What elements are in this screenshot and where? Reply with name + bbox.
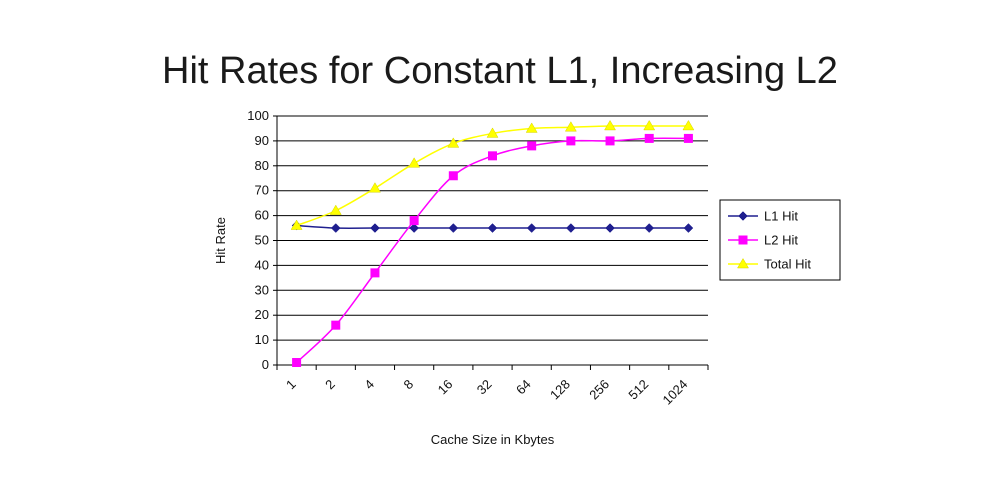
y-tick-label: 90 [255, 133, 269, 148]
x-tick-label: 4 [361, 377, 377, 393]
data-point-l1-hit [526, 223, 537, 233]
y-tick-label: 100 [247, 108, 269, 123]
data-point-l2-hit [331, 320, 341, 330]
legend-marker [738, 211, 748, 221]
data-point-l1-hit [370, 223, 380, 233]
data-point-total-hit [682, 119, 695, 131]
y-tick-label: 20 [255, 307, 269, 322]
data-point-l2-hit [488, 151, 497, 161]
x-tick-label: 8 [401, 377, 417, 393]
data-point-l1-hit [605, 223, 615, 233]
x-tick-label: 32 [474, 377, 495, 398]
data-point-l2-hit [605, 136, 615, 146]
axis-labels: Cache Size in Kbytes Hit Rate [213, 217, 555, 447]
data-point-total-hit [447, 137, 460, 148]
x-tick-label: 1 [283, 377, 299, 393]
x-tick-label: 256 [586, 377, 612, 403]
data-point-total-hit [329, 204, 342, 215]
data-point-l2-hit [566, 136, 576, 146]
axes: 0 10 20 30 40 50 60 70 80 90 100 1 2 4 8 16 32 64 128 256 51… [247, 108, 709, 408]
y-tick-label: 30 [255, 282, 269, 297]
x-tick-label: 512 [625, 377, 651, 403]
legend: L1 Hit L2 Hit Total Hit [719, 199, 841, 281]
y-tick-label: 80 [255, 158, 269, 173]
data-point-total-hit [604, 119, 616, 131]
y-axis-label: Hit Rate [213, 217, 228, 264]
data-point-l2-hit [370, 268, 380, 278]
data-point-l2-hit [448, 171, 458, 181]
data-point-l1-hit [566, 223, 576, 233]
data-point-l1-hit [683, 223, 694, 233]
y-tick-label: 70 [255, 183, 269, 198]
data-point-l2-hit [683, 133, 693, 143]
data-point-l1-hit [487, 223, 498, 233]
data-point-total-hit [564, 121, 577, 132]
y-tick-label: 60 [255, 208, 269, 223]
series-total-hit [290, 119, 695, 230]
legend-marker [737, 258, 749, 269]
data-point-l1-hit [644, 223, 655, 233]
series-layer [290, 119, 695, 368]
x-tick-label: 16 [435, 377, 456, 398]
series-l1-hit [291, 220, 694, 233]
y-tick-label: 50 [255, 233, 269, 248]
y-tick-label: 40 [255, 257, 269, 272]
legend-marker [738, 235, 748, 245]
data-point-total-hit [408, 157, 421, 168]
x-axis-label: Cache Size in Kbytes [431, 432, 555, 447]
legend-label: L1 Hit [764, 209, 798, 224]
series-line-l2-hit [296, 137, 689, 364]
data-point-total-hit [290, 219, 303, 230]
data-point-l1-hit [409, 223, 419, 233]
data-point-total-hit [486, 127, 499, 138]
data-point-l1-hit [448, 223, 459, 233]
data-point-l2-hit [527, 141, 537, 151]
chart-title: Hit Rates for Constant L1, Increasing L2 [162, 50, 838, 92]
y-tick-label: 10 [255, 332, 269, 347]
x-tick-label: 1024 [659, 377, 690, 408]
x-tick-label: 64 [513, 377, 534, 398]
data-point-total-hit [643, 119, 656, 131]
data-point-total-hit [525, 122, 538, 133]
legend-label: Total Hit [764, 257, 811, 272]
data-point-l2-hit [409, 216, 419, 226]
legend-label: L2 Hit [764, 233, 798, 248]
series-l2-hit [292, 133, 693, 368]
data-point-l2-hit [292, 358, 302, 368]
y-tick-label: 0 [262, 357, 269, 372]
gridlines [277, 115, 708, 341]
legend-item-total-hit: Total Hit [728, 257, 811, 272]
x-tick-label: 128 [547, 377, 573, 403]
data-point-total-hit [369, 182, 381, 193]
x-tick-label: 2 [322, 377, 338, 393]
data-point-l1-hit [330, 223, 341, 233]
legend-item-l2-hit: L2 Hit [728, 233, 798, 248]
legend-item-l1-hit: L1 Hit [728, 209, 798, 224]
data-point-l2-hit [644, 133, 654, 143]
